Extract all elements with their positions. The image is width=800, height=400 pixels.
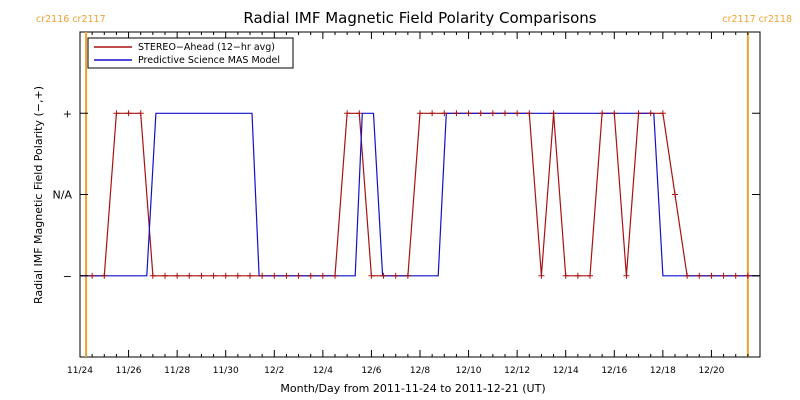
series-layer bbox=[80, 110, 760, 279]
ticks-layer: 11/24 11/26 11/28 11/30 12/2 12/4 12/6 12/8 12/1… bbox=[53, 32, 761, 376]
x-tick-label: 12/10 bbox=[456, 366, 482, 376]
y-tick-label: N/A bbox=[53, 189, 73, 202]
x-tick-label: 12/18 bbox=[650, 366, 676, 376]
y-axis-label: Radial IMF Magnetic Field Polarity (−,+) bbox=[32, 86, 45, 304]
x-tick-label: 12/16 bbox=[601, 366, 627, 376]
x-tick-label: 12/6 bbox=[361, 366, 381, 376]
x-tick-label: 12/2 bbox=[264, 366, 284, 376]
x-tick-label: 11/30 bbox=[213, 366, 239, 376]
x-axis-label: Month/Day from 2011-11-24 to 2011-12-21 … bbox=[280, 382, 545, 395]
x-tick-label: 11/28 bbox=[164, 366, 190, 376]
y-tick-label: + bbox=[63, 107, 72, 120]
x-tick-label: 12/8 bbox=[410, 366, 430, 376]
mas-model-line bbox=[80, 112, 760, 277]
legend-label-stereo: STEREO−Ahead (12−hr avg) bbox=[138, 42, 275, 53]
carrington-label-left: cr2116 cr2117 bbox=[36, 14, 106, 25]
x-tick-label: 12/12 bbox=[504, 366, 530, 376]
x-tick-label: 12/20 bbox=[698, 366, 724, 376]
x-tick-label: 11/26 bbox=[116, 366, 142, 376]
carrington-label-right: cr2117 cr2118 bbox=[722, 14, 792, 25]
y-tick-label: − bbox=[63, 270, 72, 283]
chart-title: Radial IMF Magnetic Field Polarity Compa… bbox=[243, 9, 596, 27]
x-tick-label: 12/4 bbox=[313, 366, 333, 376]
x-tick-label: 12/14 bbox=[553, 366, 579, 376]
legend-box bbox=[87, 37, 294, 69]
x-tick-label: 11/24 bbox=[67, 366, 93, 376]
legend: STEREO−Ahead (12−hr avg) Predictive Scie… bbox=[87, 37, 294, 69]
carrington-lines bbox=[85, 32, 749, 357]
legend-label-model: Predictive Science MAS Model bbox=[138, 55, 280, 66]
